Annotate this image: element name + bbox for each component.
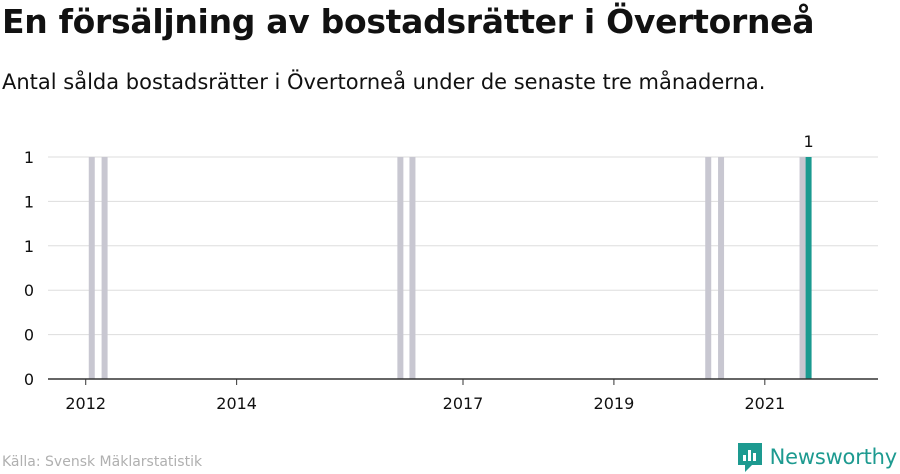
x-tick-label-3: 2019 — [594, 394, 635, 413]
bar-5 — [718, 157, 725, 379]
chart-subtitle: Antal sålda bostadsrätter i Övertorneå u… — [2, 70, 766, 94]
chart-title: En försäljning av bostadsrätter i Överto… — [2, 2, 815, 41]
brand-name: Newsworthy — [769, 445, 898, 469]
y-tick-label-0: 0 — [24, 370, 34, 389]
bar-0 — [88, 157, 95, 379]
bar-chart: 0 0 0 1 1 1 1 2012 2014 2017 2019 2021 — [24, 132, 878, 413]
y-tick-label-3: 1 — [24, 237, 34, 256]
bar-3 — [409, 157, 416, 379]
newsworthy-logo-icon — [737, 443, 762, 472]
source-note: Källa: Svensk Mäklarstatistik — [2, 454, 203, 470]
bar-4 — [705, 157, 712, 379]
newsworthy-brand[interactable]: Newsworthy — [736, 441, 897, 473]
bar-data-label: 1 — [803, 132, 813, 151]
bar-highlight — [805, 157, 812, 379]
x-tick-label-1: 2014 — [216, 394, 257, 413]
y-tick-label-5: 1 — [24, 148, 34, 167]
bar-6 — [799, 157, 806, 379]
y-tick-label-1: 0 — [24, 326, 34, 345]
y-tick-label-4: 1 — [24, 192, 34, 211]
x-tick-label-0: 2012 — [65, 394, 106, 413]
y-tick-label-2: 0 — [24, 281, 34, 300]
bar-1 — [101, 157, 108, 379]
x-tick-label-2: 2017 — [443, 394, 484, 413]
bar-2 — [397, 157, 404, 379]
x-tick-label-4: 2021 — [744, 394, 785, 413]
